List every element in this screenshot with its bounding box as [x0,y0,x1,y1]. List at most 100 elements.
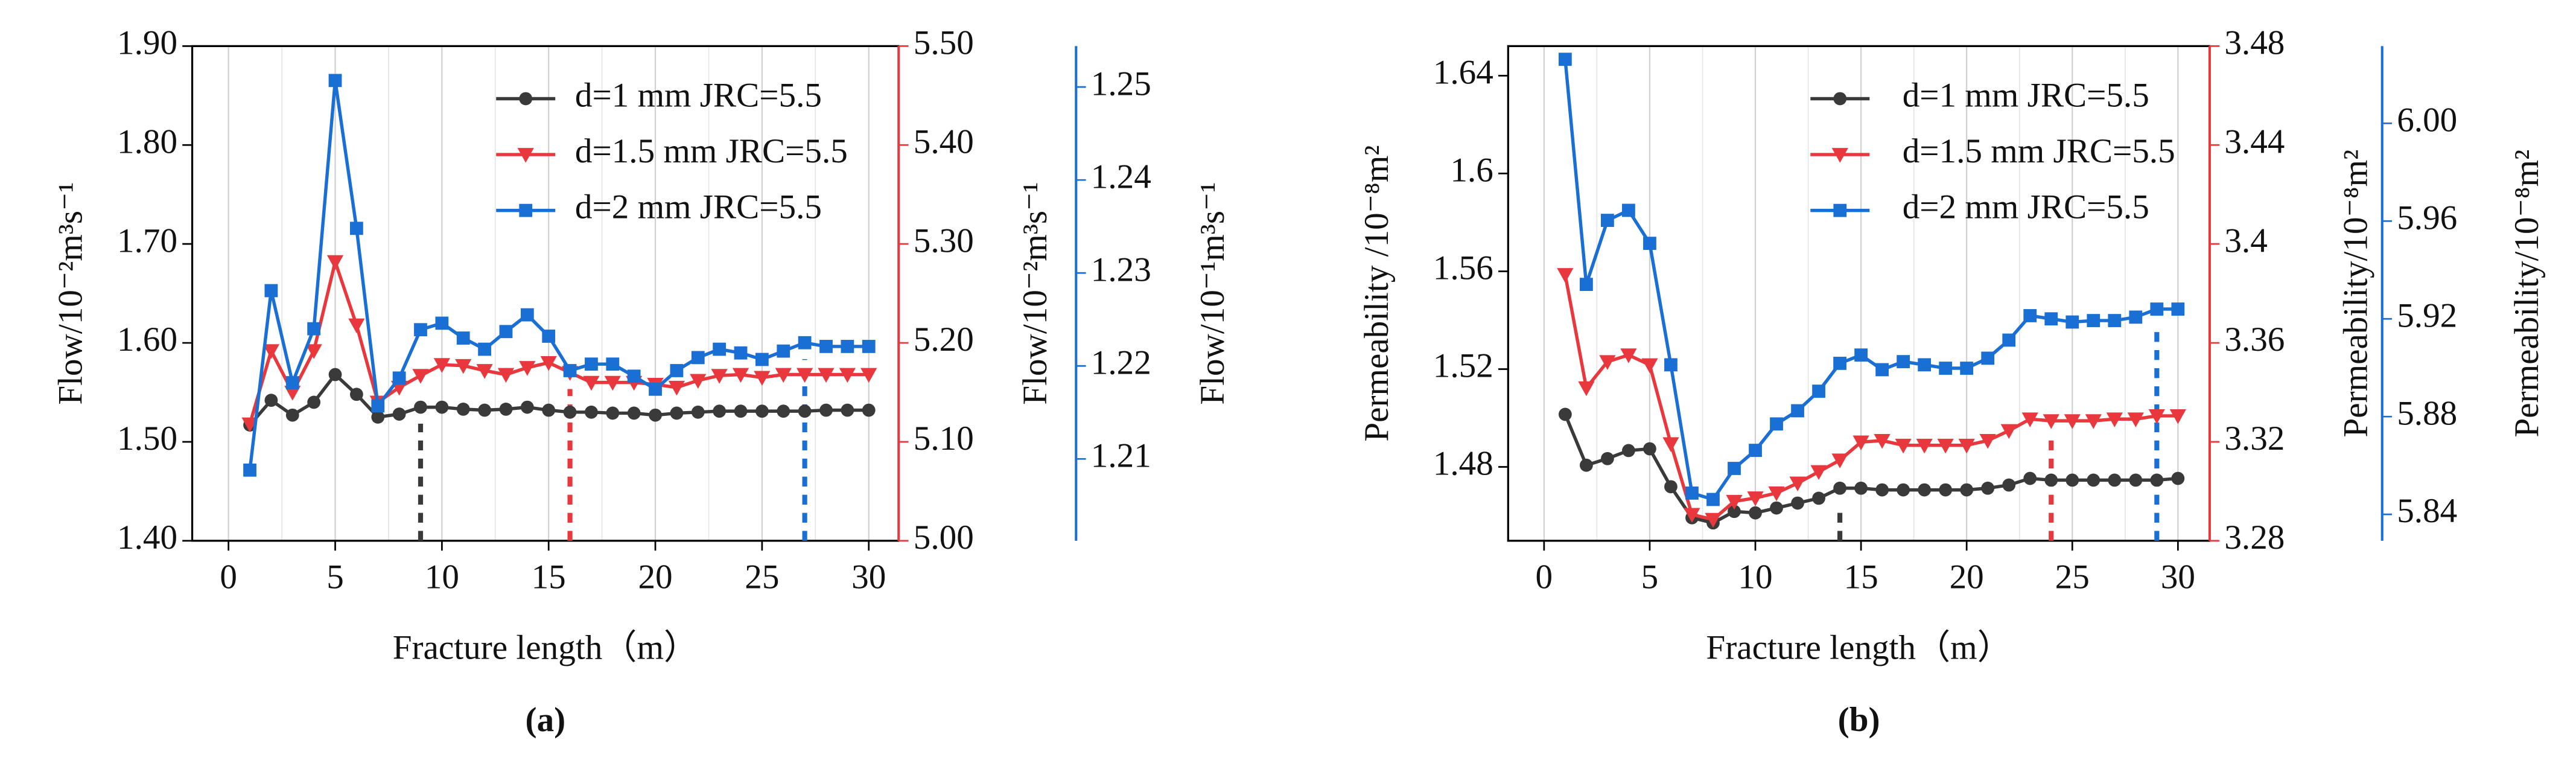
point [585,405,598,419]
point [1791,404,1804,418]
point [1768,486,1785,502]
y-tick-label: 1.56 [1433,249,1493,287]
point [1937,438,1954,454]
point [284,386,301,401]
y3-tick-label: 1.25 [1091,65,1151,103]
point [1684,508,1700,523]
point [241,417,258,433]
y-tick-label: 1.64 [1433,54,1493,92]
point [1601,452,1614,465]
point [2129,473,2143,487]
x-tick-label: 10 [1738,558,1772,596]
point [1622,444,1635,458]
point [2171,471,2185,485]
point [797,368,813,383]
point [307,322,321,336]
y-tick-label: 1.52 [1433,347,1493,385]
point [1558,53,1572,66]
point [604,375,621,391]
point [1789,476,1806,492]
point [519,361,536,376]
point [455,359,472,374]
y3-axis-label: Permeability/10⁻⁸m² [2508,150,2546,438]
point [1662,437,1679,452]
y-tick-label: 1.60 [117,321,177,359]
legend-marker [1833,92,1847,106]
x-axis-label: Fracture length（m） [1706,628,2011,666]
point [2023,471,2037,485]
y3-tick-label: 1.24 [1091,158,1151,196]
point [798,336,812,349]
point [435,400,449,414]
y2-tick-label: 3.4 [2224,222,2267,260]
point [1643,237,1656,251]
y3-tick-label: 1.22 [1091,343,1151,381]
point [1895,438,1912,454]
legend-marker [519,203,533,217]
x-tick-label: 30 [2161,558,2195,596]
y2-tick-label: 3.48 [2224,24,2285,62]
y2-axis-label: Permeability/10⁻⁸m² [2337,150,2375,438]
y3-tick-label: 5.84 [2397,492,2457,530]
point [371,399,385,413]
point [1557,268,1574,283]
y2-tick-label: 3.36 [2224,321,2285,359]
point [542,330,556,343]
point [713,342,727,356]
point [732,368,749,383]
point [1664,480,1678,494]
point [1812,385,1825,398]
x-tick-label: 20 [1950,558,1984,596]
point [1705,512,1722,528]
point [1979,434,1996,449]
point [649,408,662,422]
point [285,376,299,389]
point [1981,351,1995,365]
point [2002,478,2016,492]
point [2043,414,2059,429]
point [1747,491,1764,506]
point [775,368,792,383]
point [328,74,342,88]
y3-tick-label: 5.92 [2397,296,2457,334]
point [2127,412,2144,427]
point [563,364,577,377]
y2-axis-label: Flow/10⁻²m³s⁻¹ [1016,182,1054,405]
y-tick-label: 1.70 [117,222,177,260]
point [2023,309,2037,322]
x-tick-label: 0 [1536,558,1553,596]
point [819,340,833,353]
legend-label: d=1.5 mm JRC=5.5 [575,132,848,170]
point [499,402,513,416]
point [1685,487,1699,500]
point [713,404,727,418]
point [1770,501,1783,515]
y3-axis-label: Flow/10⁻¹m³s⁻¹ [1194,182,1232,405]
point [839,368,856,383]
point [1770,417,1783,431]
point [2087,473,2101,487]
point [819,403,833,417]
y3-tick-label: 5.88 [2397,394,2457,432]
y-tick-label: 1.80 [117,123,177,161]
x-tick-label: 30 [851,558,886,596]
point [1578,381,1595,397]
x-tick-label: 5 [1641,558,1659,596]
point [1749,444,1762,457]
point [1852,435,1869,450]
y3-tick-label: 1.21 [1091,436,1151,474]
point [583,375,600,391]
point [798,404,812,418]
point [1918,483,1932,497]
point [414,400,427,414]
point [670,406,684,420]
y-axis-label: Permeability /10⁻⁸m² [1358,145,1396,442]
point [563,405,577,419]
point [264,394,278,407]
point [777,344,790,358]
y2-tick-label: 5.30 [914,222,974,260]
point [1706,493,1720,506]
point [1831,453,1848,468]
legend-marker [1831,148,1848,163]
point [585,357,598,371]
